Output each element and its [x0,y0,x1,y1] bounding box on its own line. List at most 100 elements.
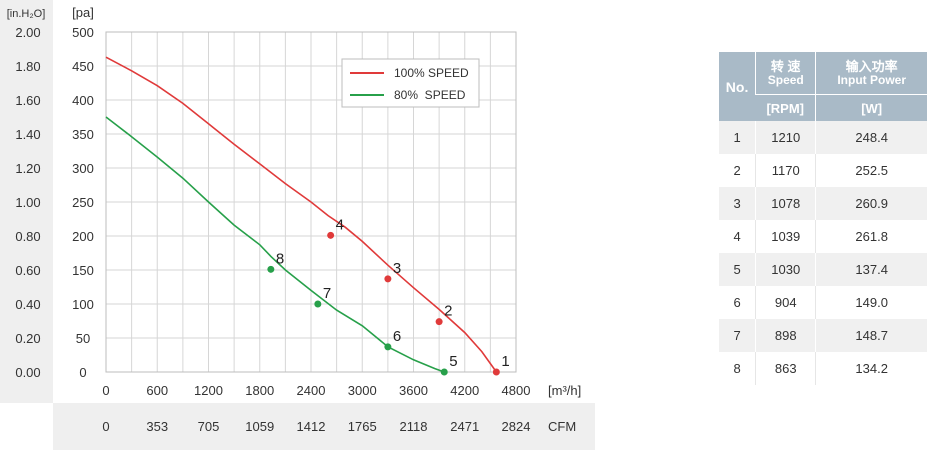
cell-rpm: 1078 [755,187,816,220]
cfm-axis-tick-label: 1765 [348,419,377,434]
series-line-100-speed [105,56,498,373]
table-row: 4 1039 261.8 [719,220,927,253]
operating-point-3 [384,275,392,283]
cell-rpm: 1039 [755,220,816,253]
table-row: 2 1170 252.5 [719,154,927,187]
left-axis-tick-label: 0.20 [15,331,40,346]
header-power-cn: 输入功率 [845,58,898,74]
fan-performance-chart: 2.00 1.80 1.60 1.40 1.20 1.00 0.80 0.60 0.40 0.20… [0,0,595,450]
operating-point-7 [314,300,322,308]
y-axis-label: [pa] [72,5,94,20]
cell-power: 148.7 [815,319,927,352]
header-speed-cn: 转 速 [770,58,801,74]
cfm-axis-tick-label: 353 [146,419,168,434]
cfm-axis-tick-label: 1059 [245,419,274,434]
cell-no: 1 [719,121,756,154]
y-axis-tick-label: 250 [72,195,94,210]
cell-no: 2 [719,154,756,187]
left-axis-band [0,0,53,403]
y-axis-tick-label: 500 [72,25,94,40]
fan-spec-table: No. 转 速 Speed 输入功率 Input Power [RPM] [W]… [719,52,927,385]
left-axis-tick-label: 1.20 [15,161,40,176]
left-axis-tick-label: 1.80 [15,59,40,74]
x-axis-tick-label: 2400 [297,383,326,398]
operating-point-label-1: 1 [501,353,509,370]
operating-point-label-4: 4 [336,216,344,233]
left-axis-tick-label: 0.80 [15,229,40,244]
cell-no: 7 [719,319,756,352]
operating-point-label-5: 5 [449,353,457,370]
cell-power: 260.9 [815,187,927,220]
y-axis-tick-label: 200 [72,229,94,244]
y-axis-tick-label: 150 [72,263,94,278]
header-speed-en: Speed [767,72,804,87]
cell-power: 252.5 [815,154,927,187]
cell-rpm: 1030 [755,253,816,286]
operating-point-label-6: 6 [393,328,401,345]
x-axis-tick-label: 3000 [348,383,377,398]
y-axis-tick-label: 0 [79,365,86,380]
left-axis-tick-label: 1.00 [15,195,40,210]
cell-rpm: 898 [755,319,816,352]
table-row: 7 898 148.7 [719,319,927,352]
operating-point-4 [327,231,335,239]
header-speed: 转 速 Speed [755,52,816,94]
cell-no: 4 [719,220,756,253]
cell-no: 8 [719,352,756,385]
left-axis-ticks: 2.00 1.80 1.60 1.40 1.20 1.00 0.80 0.60 0.40 0.20… [15,25,40,380]
cfm-axis-tick-label: 0 [102,419,109,434]
x-axis-tick-label: 4200 [450,383,479,398]
cfm-axis-tick-label: 2118 [400,419,428,434]
operating-point-8 [267,265,275,273]
operating-point-label-7: 7 [323,285,331,302]
operating-point-label-8: 8 [276,250,284,267]
cell-power: 261.8 [815,220,927,253]
x-axis-tick-label: 3600 [399,383,428,398]
x-axis-tick-label: 1200 [194,383,223,398]
cell-rpm: 904 [755,286,816,319]
cfm-axis-ticks: 0 353 705 1059 1412 1765 2118 2471 2824 [102,419,530,434]
operating-point-5 [440,368,448,376]
cell-power: 137.4 [815,253,927,286]
cfm-axis-band [53,403,595,450]
operating-point-2 [435,318,443,326]
header-no: No. [719,52,756,121]
cfm-axis-tick-label: 705 [198,419,220,434]
operating-point-label-3: 3 [393,260,401,277]
left-axis-tick-label: 1.60 [15,93,40,108]
x-axis-tick-label: 1800 [245,383,274,398]
table-row: 3 1078 260.9 [719,187,927,220]
y-axis-tick-label: 450 [72,59,94,74]
cell-no: 5 [719,253,756,286]
left-axis-tick-label: 0.00 [15,365,40,380]
x-axis-ticks: 0 600 1200 1800 2400 3000 3600 4200 4800 [102,383,530,398]
cell-rpm: 1170 [755,154,816,187]
x-axis-label: [m³/h] [548,383,581,398]
cell-power: 248.4 [815,121,927,154]
y-axis-tick-label: 350 [72,127,94,142]
header-power-unit: [W] [815,94,927,121]
table-row: 1 1210 248.4 [719,121,927,154]
x-axis-tick-label: 4800 [502,383,531,398]
operating-point-label-2: 2 [444,303,452,320]
x-axis-tick-label: 600 [146,383,168,398]
operating-point-6 [384,343,392,351]
left-axis-tick-label: 0.40 [15,297,40,312]
cfm-axis-tick-label: 2471 [450,419,479,434]
cfm-axis-tick-label: 1412 [297,419,326,434]
cell-rpm: 863 [755,352,816,385]
performance-curves: 1 2 3 4 5 6 7 8 [105,56,510,376]
y-axis-tick-label: 50 [76,331,90,346]
left-axis-tick-label: 0.60 [15,263,40,278]
cell-no: 3 [719,187,756,220]
header-power-en: Input Power [837,72,906,87]
cfm-axis-tick-label: 2824 [502,419,531,434]
header-power: 输入功率 Input Power [815,52,927,94]
operating-point-1 [492,368,500,376]
table-row: 5 1030 137.4 [719,253,927,286]
header-speed-unit: [RPM] [755,94,816,121]
cell-power: 149.0 [815,286,927,319]
table-row: 8 863 134.2 [719,352,927,385]
table-row: 6 904 149.0 [719,286,927,319]
